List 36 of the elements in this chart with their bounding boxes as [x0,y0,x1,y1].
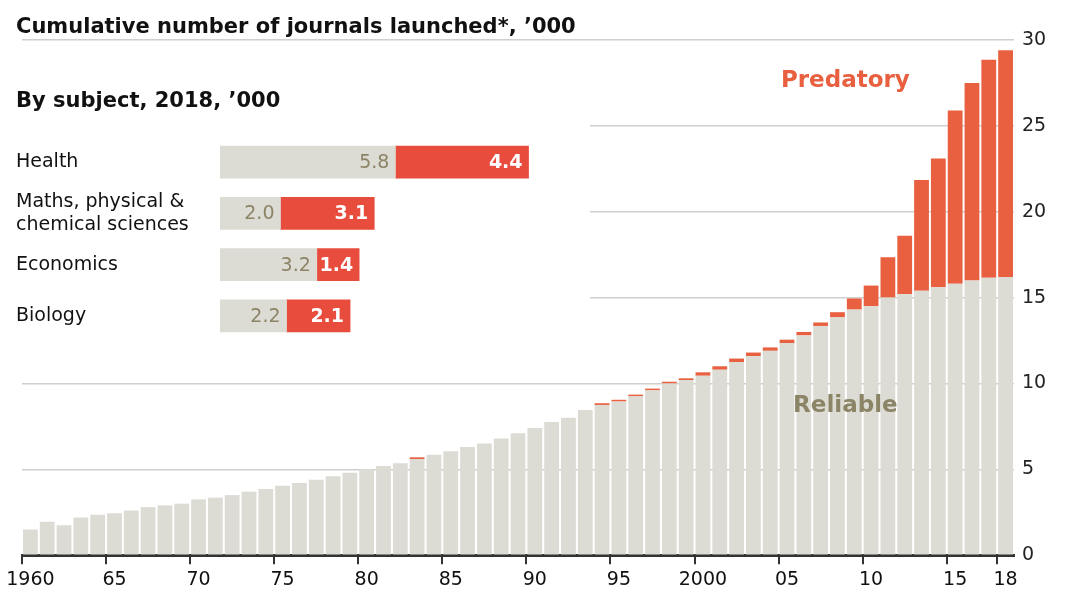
data-label: 3.1 [334,201,369,224]
x-tick-label: 05 [774,566,800,589]
series-label: Reliable [793,390,898,417]
y-tick-label: Health [16,148,79,171]
data-label: 1.4 [319,252,354,275]
data-label: 2.2 [250,303,281,326]
x-tick-label: 75 [270,566,295,589]
x-tick-label: 65 [102,566,127,589]
y-tick-label: 10 [1022,370,1047,393]
x-tick-label: 95 [606,566,631,589]
y-tick-label: 0 [1022,542,1035,565]
x-tick-label: 18 [993,566,1018,589]
x-tick-label: 85 [438,566,463,589]
y-tick-label: Maths, physical & chemical sciences [16,188,189,234]
y-tick-label: 30 [1022,26,1047,49]
x-tick-label: 15 [943,566,968,589]
series-label: Predatory [780,66,910,93]
chart-title: Cumulative number of journals launched*, ’000 [16,14,616,38]
y-tick-label: 15 [1022,284,1047,307]
x-tick-label: 90 [522,566,547,589]
data-label: 2.1 [310,303,345,326]
data-label: 5.8 [359,149,390,172]
data-label: 2.0 [244,201,275,224]
y-tick-label: Economics [16,251,118,274]
data-label: 4.4 [488,149,523,172]
y-tick-label: Biology [16,302,87,325]
x-tick-label: 2000 [678,566,728,589]
x-tick-label: 70 [186,566,211,589]
y-tick-label: 25 [1022,112,1047,135]
chart-title: By subject, 2018, ’000 [16,88,281,112]
y-tick-label: 20 [1022,198,1047,221]
data-label: 3.2 [280,252,311,275]
x-tick-label: 80 [354,566,379,589]
y-tick-label: 5 [1022,456,1035,479]
x-tick-label: 1960 [6,566,55,589]
x-tick-label: 10 [858,566,884,589]
